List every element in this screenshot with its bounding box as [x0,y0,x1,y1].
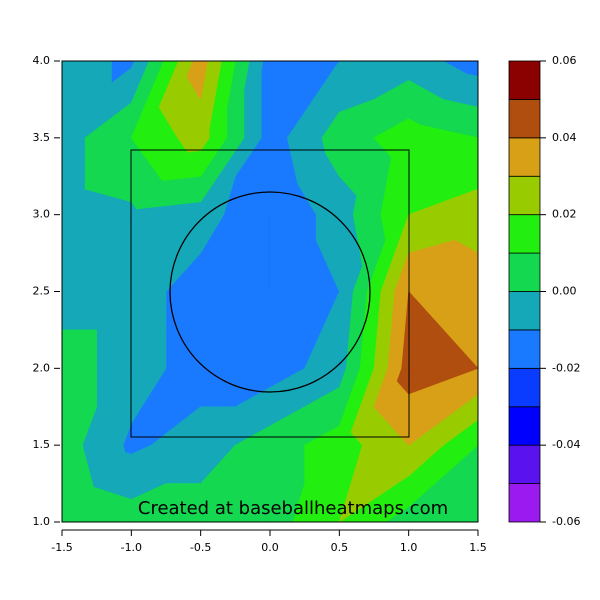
x-tick-label: -0.5 [190,541,211,554]
colorbar-bin [508,214,541,254]
x-tick-label: 0.0 [261,541,279,554]
contour-band [261,60,271,139]
colorbar-label: 0.04 [552,131,577,144]
y-tick-label: 1.0 [33,515,51,528]
y-tick-label: 1.5 [33,438,51,451]
colorbar-bin [508,137,541,177]
y-tick-label: 3.0 [33,208,51,221]
x-tick-label: -1.5 [51,541,72,554]
colorbar-label: -0.04 [552,438,580,451]
contour-band [131,483,167,523]
contour-band [269,406,305,446]
contour-band [408,118,421,139]
x-tick-label: 0.5 [331,541,349,554]
plot-frame [61,60,479,523]
colorbar-label: -0.06 [552,515,580,528]
colorbar-bin [508,175,541,216]
x-tick-label: 1.0 [400,541,418,554]
colorbar-bin [508,329,541,369]
colorbar-label: 0.00 [552,285,577,298]
x-tick-label: 1.5 [469,541,487,554]
colorbar-bin [508,444,541,484]
colorbar-bin [508,99,541,139]
contour-band [339,99,375,139]
y-tick-label: 3.5 [33,131,51,144]
y-tick-label: 2.5 [33,285,51,298]
colorbar-bin [508,252,541,292]
y-tick-label: 2.0 [33,361,51,374]
colorbar-label: -0.02 [552,361,580,374]
strike-zone [130,149,410,438]
colorbar-bin [508,60,541,100]
colorbar-bin [508,291,541,331]
colorbar-label: 0.02 [552,208,577,221]
colorbar-bin [508,406,541,446]
plot-area [61,60,479,523]
circle [169,191,371,393]
contour-band [200,406,237,446]
colorbar-label: 0.06 [552,54,577,67]
x-tick-label: -1.0 [121,541,142,554]
colorbar-bin [508,483,541,523]
colorbar-bin [508,367,541,408]
y-tick-label: 4.0 [33,54,51,67]
annotation: Created at baseballheatmaps.com [138,498,448,519]
